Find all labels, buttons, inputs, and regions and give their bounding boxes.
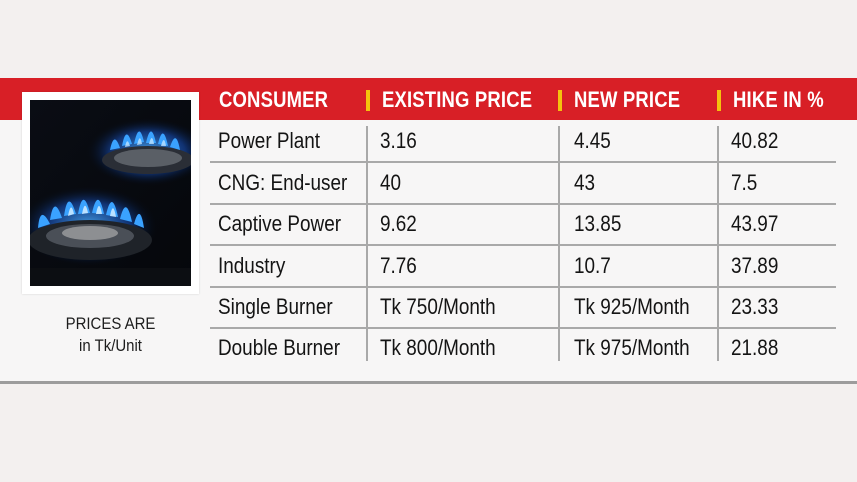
units-caption: PRICES ARE in Tk/Unit	[33, 313, 189, 357]
table-cell: 3.16	[380, 128, 417, 153]
caption-line-2: in Tk/Unit	[79, 336, 142, 355]
column-rule	[366, 126, 368, 361]
table-cell: 37.89	[731, 253, 779, 278]
table-cell: 43.97	[731, 211, 779, 236]
table-cell: Tk 800/Month	[380, 335, 496, 360]
row-rule	[210, 327, 836, 329]
table-cell: Power Plant	[218, 128, 321, 153]
table-cell: CNG: End-user	[218, 170, 348, 195]
gas-flame-icon	[30, 100, 191, 286]
header-existing-price: EXISTING PRICE	[382, 87, 533, 112]
row-rule	[210, 161, 836, 163]
gas-stove-photo	[22, 92, 199, 294]
header-divider	[366, 90, 370, 111]
table-cell: 40.82	[731, 128, 779, 153]
table-cell: Tk 975/Month	[574, 335, 690, 360]
table-cell: 40	[380, 170, 402, 195]
header-consumer: CONSUMER	[219, 87, 329, 112]
bottom-divider	[0, 381, 857, 384]
table-cell: Single Burner	[218, 294, 333, 319]
column-rule	[717, 126, 719, 361]
header-new-price: NEW PRICE	[574, 87, 681, 112]
row-rule	[210, 286, 836, 288]
table-cell: Captive Power	[218, 211, 342, 236]
caption-line-1: PRICES ARE	[65, 314, 156, 333]
row-rule	[210, 203, 836, 205]
table-cell: Tk 925/Month	[574, 294, 690, 319]
table-cell: 9.62	[380, 211, 417, 236]
table-cell: Industry	[218, 253, 286, 278]
table-cell: 10.7	[574, 253, 611, 278]
table-cell: Tk 750/Month	[380, 294, 496, 319]
table-cell: 7.5	[731, 170, 758, 195]
table-cell: 43	[574, 170, 596, 195]
table-cell: Double Burner	[218, 335, 341, 360]
table-cell: 7.76	[380, 253, 417, 278]
column-rule	[558, 126, 560, 361]
table-cell: 13.85	[574, 211, 622, 236]
table-cell: 4.45	[574, 128, 611, 153]
header-hike-percent: HIKE IN %	[733, 87, 824, 112]
table-cell: 21.88	[731, 335, 779, 360]
table-cell: 23.33	[731, 294, 779, 319]
header-divider	[558, 90, 562, 111]
header-divider	[717, 90, 721, 111]
row-rule	[210, 244, 836, 246]
